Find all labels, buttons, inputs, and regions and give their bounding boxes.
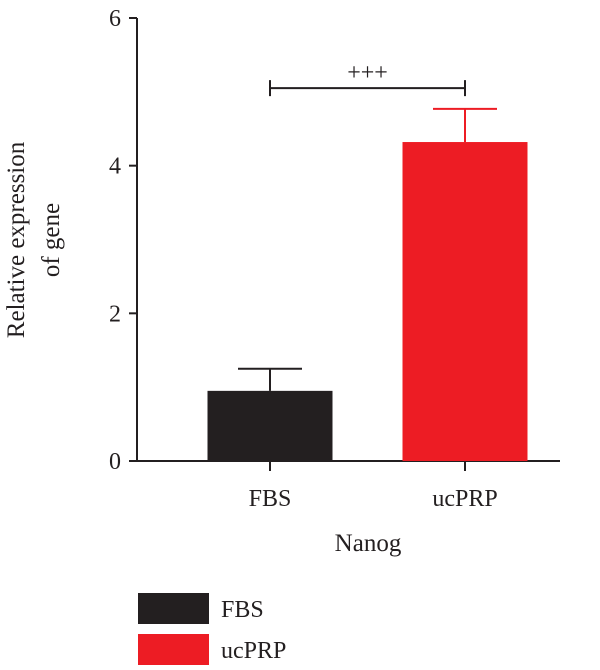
x-tick-label: ucPRP — [432, 486, 497, 512]
y-tick-label: 0 — [109, 449, 121, 475]
legend-label: FBS — [221, 597, 264, 623]
x-axis: FBS ucPRP — [137, 460, 560, 512]
y-axis-title-line-2: of gene — [38, 203, 65, 277]
legend: FBS ucPRP — [138, 593, 286, 665]
error-bars — [238, 107, 497, 391]
bars — [207, 142, 528, 462]
significance-bracket — [269, 80, 466, 97]
x-tick-label: FBS — [249, 486, 292, 512]
significance-marker: +++ — [269, 60, 466, 97]
y-axis-title-line-1: Relative expression — [3, 141, 30, 338]
legend-swatch — [138, 634, 209, 665]
legend-swatch — [138, 593, 209, 624]
x-axis-title: Nanog — [335, 530, 402, 557]
legend-label: ucPRP — [221, 638, 286, 664]
bar-ucprp — [402, 142, 528, 462]
y-tick-label: 6 — [109, 6, 121, 32]
y-tick-label: 2 — [109, 301, 121, 327]
significance-label: +++ — [347, 60, 388, 86]
y-axis: 0 2 4 6 — [109, 6, 138, 475]
bar-fbs — [207, 390, 333, 461]
y-tick-label: 4 — [109, 154, 121, 180]
